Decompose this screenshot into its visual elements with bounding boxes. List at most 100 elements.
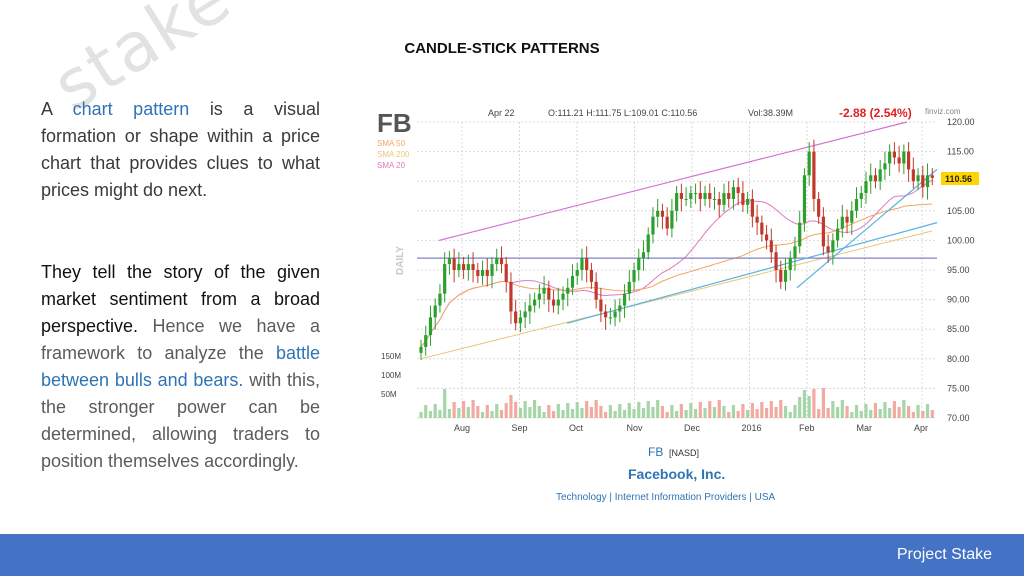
volume-bar — [859, 411, 863, 418]
candle-body — [514, 311, 518, 324]
candle-body — [821, 216, 825, 247]
volume-bar — [698, 402, 702, 418]
chart-date: Apr 22 — [488, 108, 515, 118]
volume-bar — [428, 411, 433, 418]
volume-bar — [807, 396, 811, 418]
volume-bar — [916, 405, 920, 418]
volume-tick-label: 100M — [381, 371, 401, 380]
candle-body — [476, 270, 480, 276]
candle-body — [769, 240, 773, 253]
volume-bar — [812, 389, 816, 418]
volume-bar — [637, 402, 641, 418]
candle-body — [788, 258, 792, 270]
candle-body — [438, 293, 442, 306]
candle-body — [854, 198, 859, 211]
candle-body — [490, 264, 494, 276]
candle-body — [831, 240, 835, 253]
footer-exchange: [NASD] — [669, 448, 699, 458]
candle-body — [916, 175, 920, 182]
volume-bar — [622, 410, 627, 418]
footer-sector[interactable]: Technology | Internet Information Provid… — [556, 492, 776, 503]
volume-bar — [712, 407, 717, 418]
footer-company[interactable]: Facebook, Inc. — [628, 466, 725, 482]
candle-body — [419, 346, 423, 353]
volume-bar — [897, 407, 901, 418]
volume-bar — [675, 411, 679, 418]
volume-bar — [873, 403, 878, 418]
chart-volume-readout: Vol:38.39M — [748, 108, 793, 118]
volume-bar — [717, 400, 721, 418]
candle-body — [873, 175, 878, 182]
candle-body — [433, 305, 437, 318]
volume-bar — [741, 404, 745, 418]
candle-body — [845, 216, 849, 223]
x-tick-label: Oct — [569, 423, 584, 433]
volume-bar — [570, 409, 575, 418]
volume-bar — [518, 408, 523, 418]
candle-body — [817, 198, 821, 217]
candle-body — [537, 293, 541, 300]
volume-bar — [892, 401, 896, 418]
candle-body — [764, 234, 769, 241]
candle-body — [523, 311, 527, 318]
candle-body — [471, 264, 475, 270]
y-tick-label: 105.00 — [947, 206, 975, 216]
y-tick-label: 120.00 — [947, 117, 975, 127]
candle-body — [835, 228, 840, 241]
candle-body — [499, 258, 504, 265]
candle-body — [774, 252, 778, 270]
paragraph-chart-pattern: A chart pattern is a visual formation or… — [41, 96, 320, 204]
volume-bar — [826, 408, 830, 418]
volume-bar — [514, 402, 518, 418]
candle-body — [731, 187, 736, 199]
x-tick-label: Sep — [512, 423, 528, 433]
volume-bar — [736, 411, 740, 418]
candle-body — [570, 275, 575, 288]
candle-body — [637, 258, 641, 270]
volume-bar — [864, 404, 868, 418]
candle-body — [750, 198, 754, 217]
candle-body — [452, 258, 456, 270]
candle-body — [802, 175, 807, 223]
volume-bar — [925, 404, 930, 418]
candle-body — [660, 210, 665, 217]
text-segment: with this, the stronger power can be det… — [41, 370, 320, 471]
candle-body — [693, 193, 698, 195]
volume-bar — [902, 400, 906, 418]
candle-body — [760, 222, 764, 235]
chart-source: finviz.com — [925, 107, 961, 116]
candle-body — [883, 163, 887, 170]
candle-body — [457, 264, 461, 270]
candle-body — [580, 258, 584, 270]
candle-body — [727, 193, 731, 199]
slide-title: CANDLE-STICK PATTERNS — [404, 40, 600, 57]
candle-body — [869, 175, 873, 182]
volume-bar — [495, 404, 499, 418]
volume-bar — [419, 412, 423, 418]
candle-body — [826, 246, 830, 253]
volume-bar — [556, 404, 560, 418]
chart-ohlc: O:111.21 H:111.75 L:109.01 C:110.56 — [548, 108, 697, 118]
text-segment: They tell the story of the given market … — [41, 262, 320, 336]
candle-body — [703, 193, 707, 199]
legend-sma20: SMA 20 — [377, 161, 406, 170]
volume-bar — [888, 408, 892, 418]
volume-bar — [651, 407, 655, 418]
volume-bar — [930, 410, 934, 418]
candle-body — [551, 299, 556, 306]
volume-tick-label: 50M — [381, 390, 397, 399]
volume-bar — [703, 408, 707, 418]
candle-body — [798, 222, 802, 247]
volume-bar — [760, 402, 764, 418]
candle-body — [613, 311, 617, 318]
x-tick-label: Apr — [914, 423, 928, 433]
candle-body — [840, 216, 844, 229]
candle-body — [930, 175, 934, 178]
volume-bar — [457, 408, 461, 418]
candle-body — [509, 281, 513, 312]
candle-body — [665, 216, 669, 229]
candle-body — [783, 270, 788, 282]
y-tick-label: 80.00 — [947, 354, 970, 364]
volume-bar — [850, 412, 854, 418]
text-segment: Hence we have a framework to analyze the — [41, 316, 320, 363]
